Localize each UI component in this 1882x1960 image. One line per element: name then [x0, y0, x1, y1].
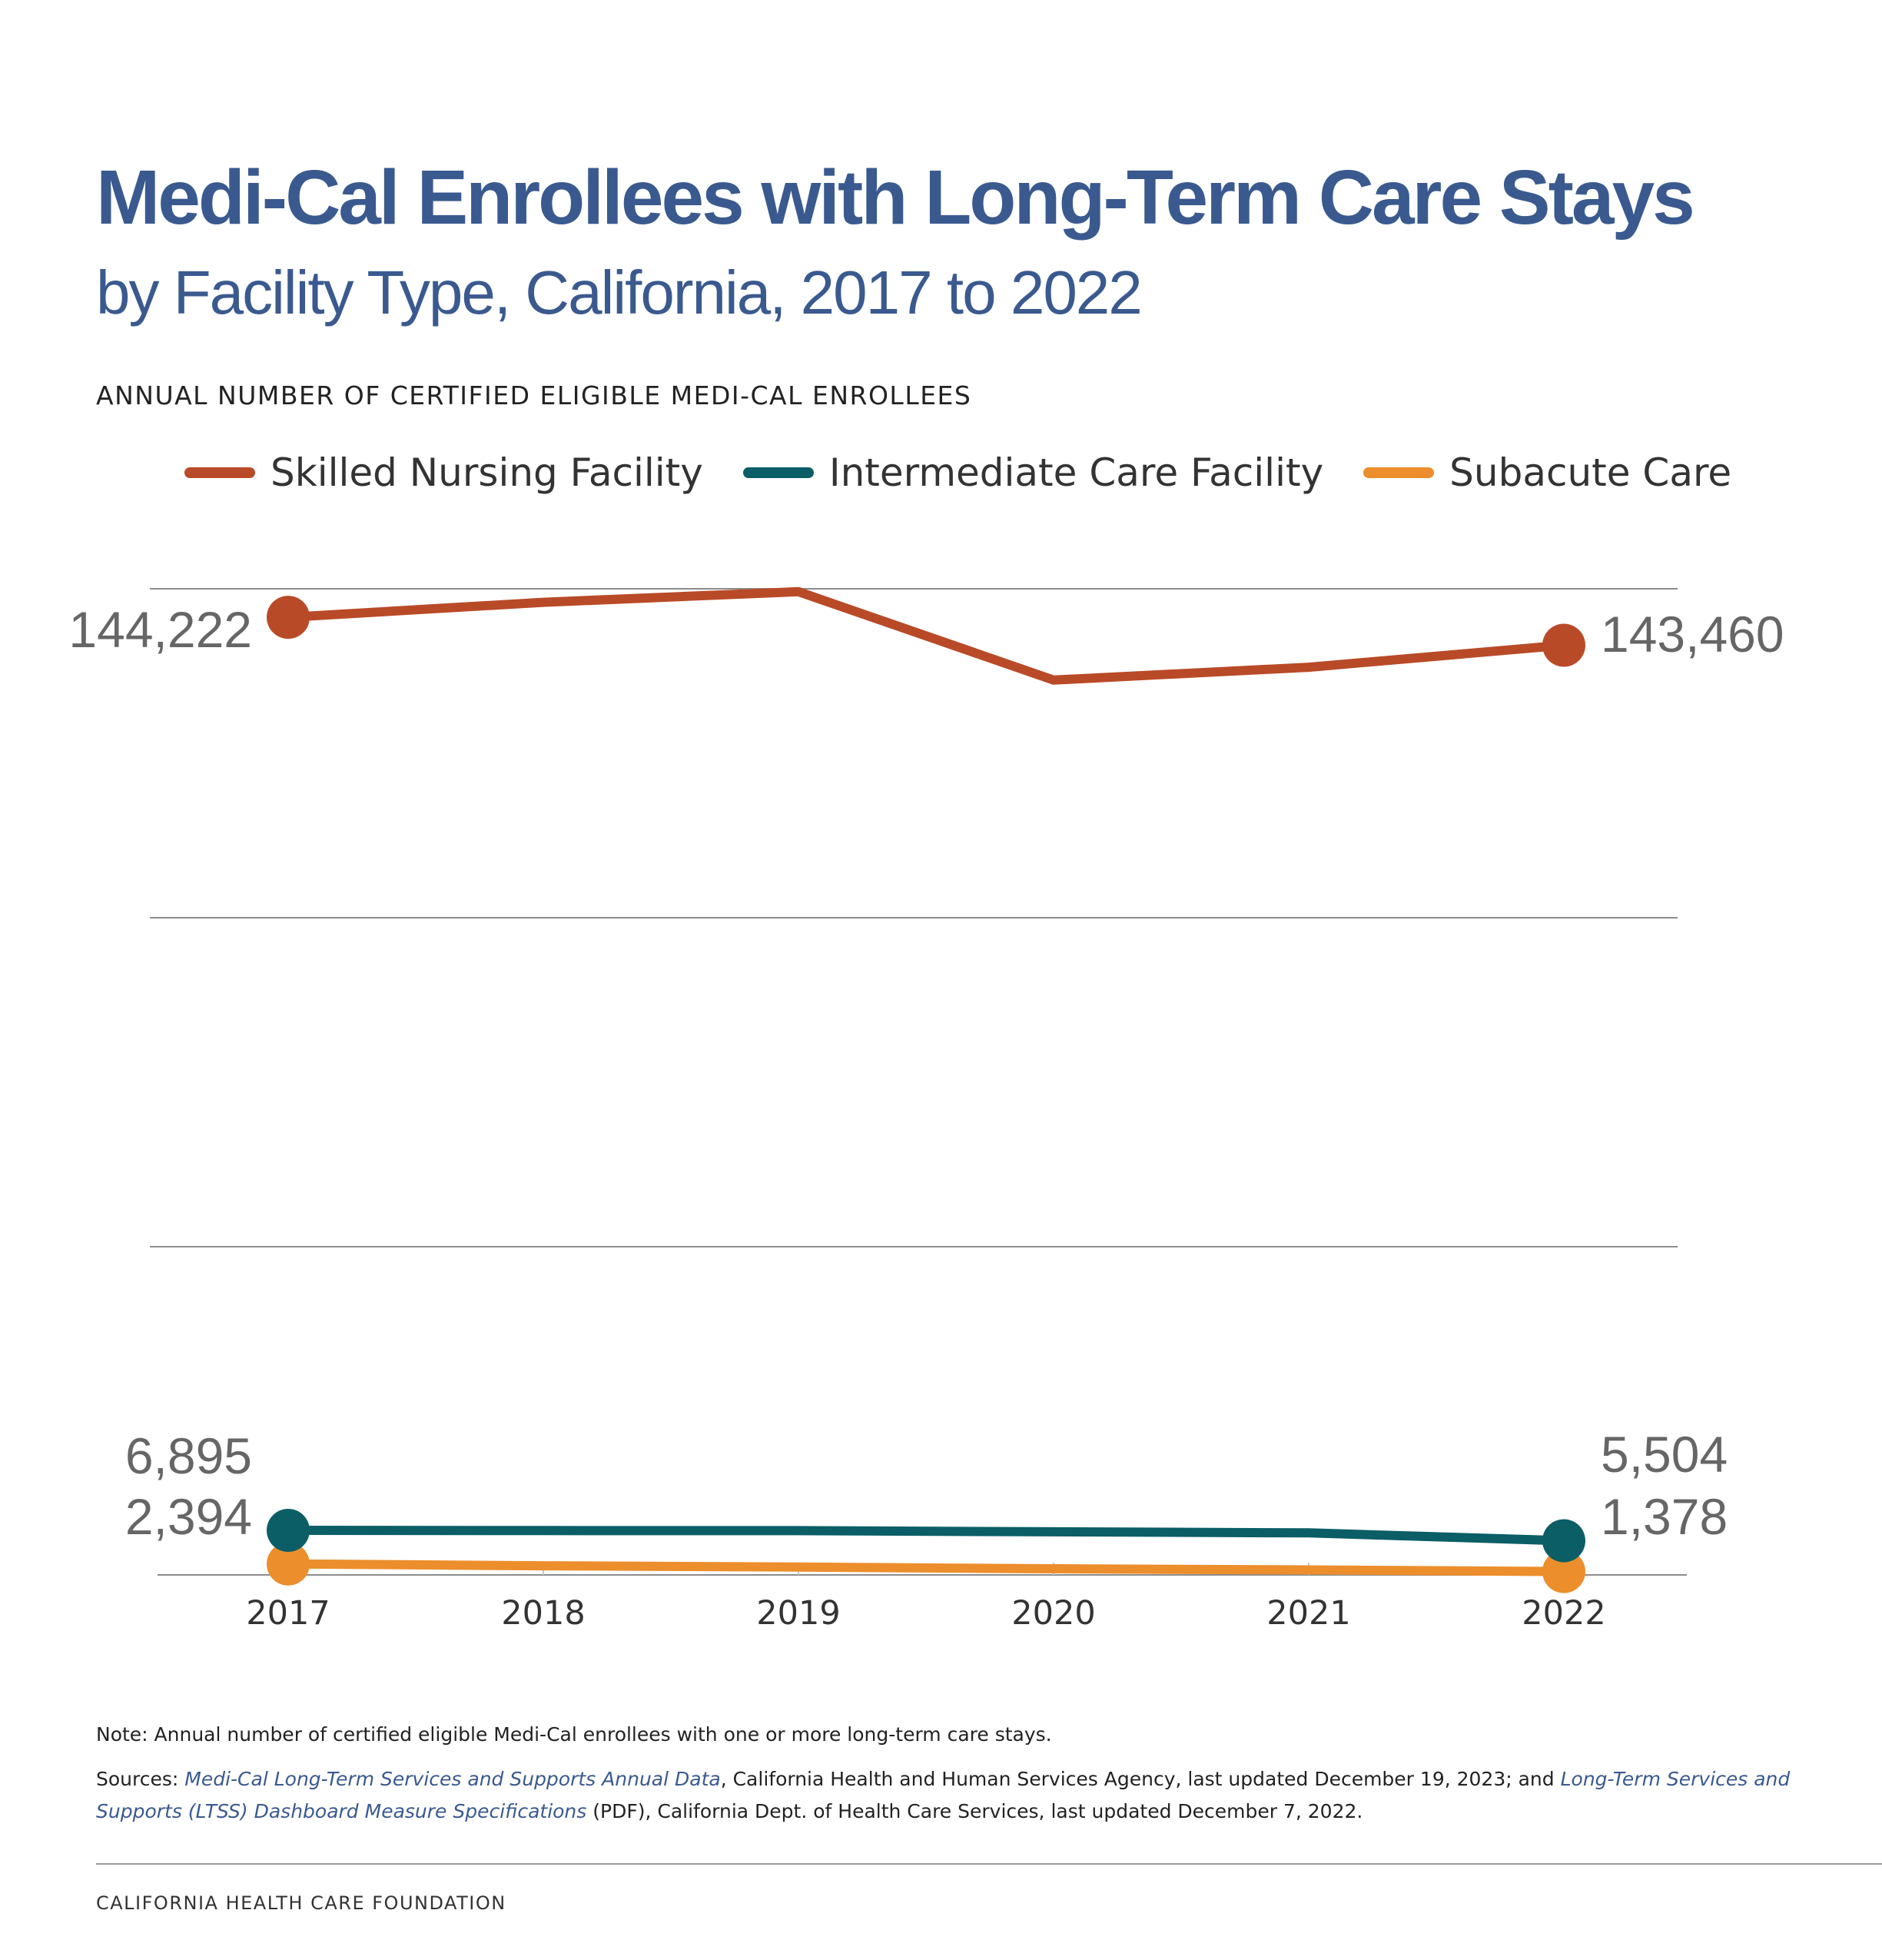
legend-item-subacute-care: Subacute Care	[1363, 450, 1731, 495]
data-label-start-subacute-care: 2,394	[125, 1488, 252, 1545]
legend-swatch-skilled-nursing	[184, 467, 255, 478]
footer-organization: CALIFORNIA HEALTH CARE FOUNDATION	[96, 1892, 506, 1914]
legend-swatch-intermediate-care	[742, 467, 814, 478]
source-text-2: (PDF), California Dept. of Health Care S…	[586, 1800, 1363, 1822]
chart-title: Medi-Cal Enrollees with Long-Term Care S…	[96, 154, 1695, 241]
endpoint-marker-skilled-nursing-facility	[1542, 623, 1585, 667]
data-label-end-skilled-nursing-facility: 143,460	[1601, 606, 1784, 663]
legend: Skilled Nursing Facility Intermediate Ca…	[184, 447, 1731, 498]
source-text-1: , California Health and Human Services A…	[720, 1768, 1561, 1790]
chart-sources: Sources: Medi-Cal Long-Term Services and…	[96, 1763, 1802, 1828]
series-line-intermediate-care-facility	[284, 1526, 1568, 1546]
legend-swatch-subacute-care	[1363, 467, 1435, 478]
x-tick-label: 2018	[501, 1594, 585, 1633]
data-label-start-intermediate-care-facility: 6,895	[125, 1427, 252, 1484]
data-label-end-subacute-care: 1,378	[1601, 1488, 1728, 1545]
legend-label-skilled-nursing: Skilled Nursing Facility	[271, 450, 703, 495]
series-line-skilled-nursing-facility	[284, 586, 1568, 685]
x-tick-label: 2019	[756, 1594, 840, 1633]
line-chart: 2017 2018 2019 2020 2021 2022 144,222 143,460 6…	[68, 586, 1784, 1633]
x-tick-label: 2021	[1266, 1594, 1350, 1633]
endpoint-marker-skilled-nursing-facility	[267, 596, 310, 639]
x-tick-label: 2020	[1011, 1594, 1095, 1633]
source-link-ltss-annual-data[interactable]: Medi-Cal Long-Term Services and Supports…	[184, 1768, 721, 1790]
label-layer: 144,222 143,460 6,895 5,504 2,394 1,378	[68, 601, 1784, 1545]
chart-subtitle: by Facility Type, California, 2017 to 20…	[96, 258, 1143, 327]
grid-layer: 2017 2018 2019 2020 2021 2022	[150, 588, 1687, 1633]
x-tick-label: 2017	[246, 1594, 330, 1633]
sources-prefix: Sources:	[96, 1768, 185, 1790]
footer-divider	[96, 1863, 1882, 1865]
x-tick-label: 2022	[1522, 1594, 1605, 1633]
endpoint-marker-intermediate-care-facility	[1542, 1519, 1585, 1563]
endpoint-marker-subacute-care	[1542, 1550, 1585, 1593]
legend-label-intermediate-care: Intermediate Care Facility	[828, 450, 1324, 495]
legend-item-skilled-nursing: Skilled Nursing Facility	[184, 450, 703, 495]
series-line-subacute-care	[284, 1559, 1568, 1576]
legend-item-intermediate-care: Intermediate Care Facility	[742, 450, 1324, 495]
legend-label-subacute-care: Subacute Care	[1449, 450, 1732, 495]
series-layer	[284, 586, 1568, 1576]
point-layer	[267, 596, 1585, 1593]
data-label-end-intermediate-care-facility: 5,504	[1601, 1426, 1728, 1483]
endpoint-marker-subacute-care	[267, 1542, 310, 1586]
source-link-ltss-dashboard[interactable]: Long-Term Services and Supports (LTSS) D…	[96, 1768, 1791, 1822]
chart-note: Note: Annual number of certified eligibl…	[96, 1723, 1052, 1746]
y-axis-label: ANNUAL NUMBER OF CERTIFIED ELIGIBLE MEDI…	[96, 380, 972, 410]
data-label-start-skilled-nursing-facility: 144,222	[68, 601, 252, 658]
endpoint-marker-intermediate-care-facility	[267, 1509, 310, 1553]
